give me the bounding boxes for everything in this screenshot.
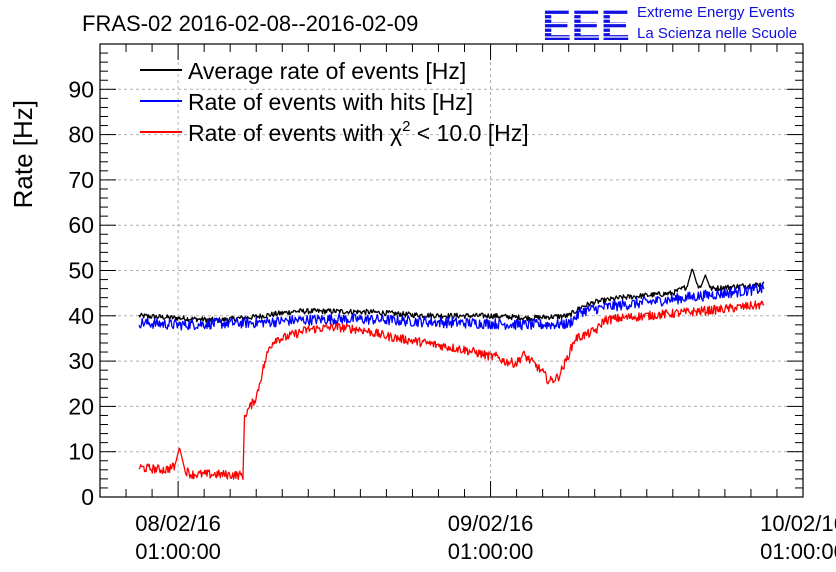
series-lines: [138, 268, 765, 481]
y-tick-label: 80: [68, 122, 94, 148]
y-tick-label: 20: [68, 393, 94, 419]
x-tick-date: 08/02/16: [135, 511, 221, 536]
x-tick-time: 01:00:00: [448, 539, 534, 564]
logo-line1: Extreme Energy Events: [637, 4, 795, 21]
legend-label: Average rate of events [Hz]: [188, 58, 466, 84]
x-tick-date: 09/02/16: [448, 511, 534, 536]
y-tick-labels: 0 10 20 30 40 50 60 70 80 90: [68, 76, 94, 510]
y-tick-label: 70: [68, 167, 94, 193]
y-axis-label: Rate [Hz]: [8, 100, 38, 208]
series-line-avg: [138, 268, 765, 324]
y-tick-label: 90: [68, 76, 94, 102]
legend-label: Rate of events with hits [Hz]: [188, 89, 473, 115]
x-tick-date: 10/02/16: [760, 511, 836, 536]
legend-label-superscript: 2: [402, 118, 410, 135]
logo-line2: La Scienza nelle Scuole: [637, 25, 797, 42]
logo-eee: EEE: [542, 1, 630, 50]
y-tick-label: 10: [68, 439, 94, 465]
logo-speed-lines: [540, 9, 632, 38]
y-tick-label: 0: [81, 484, 94, 510]
series-line-hits: [138, 282, 765, 331]
legend-label-text: Rate of events with χ: [188, 120, 402, 146]
x-tick-time: 01:00:00: [760, 539, 836, 564]
legend: Average rate of events [Hz] Rate of event…: [140, 58, 529, 146]
y-tick-label: 60: [68, 212, 94, 238]
x-tick-labels: 08/02/16 01:00:00 09/02/16 01:00:00 10/02/16…: [135, 511, 836, 564]
x-tick-time: 01:00:00: [135, 539, 221, 564]
series-line-chi2: [138, 300, 765, 481]
eee-logo: EEE Extreme Energy Events La Scienza nel…: [540, 1, 797, 50]
legend-label: Rate of events with χ2 < 10.0 [Hz]: [188, 118, 529, 146]
y-tick-label: 40: [68, 303, 94, 329]
chart-title: FRAS-02 2016-02-08--2016-02-09: [82, 11, 418, 36]
legend-label-text: Rate of events with hits [Hz]: [188, 89, 473, 115]
y-tick-label: 50: [68, 258, 94, 284]
legend-label-text: Average rate of events [Hz]: [188, 58, 466, 84]
y-tick-label: 30: [68, 348, 94, 374]
axis-ticks: [99, 44, 804, 498]
legend-label-suffix: < 10.0 [Hz]: [410, 120, 528, 146]
